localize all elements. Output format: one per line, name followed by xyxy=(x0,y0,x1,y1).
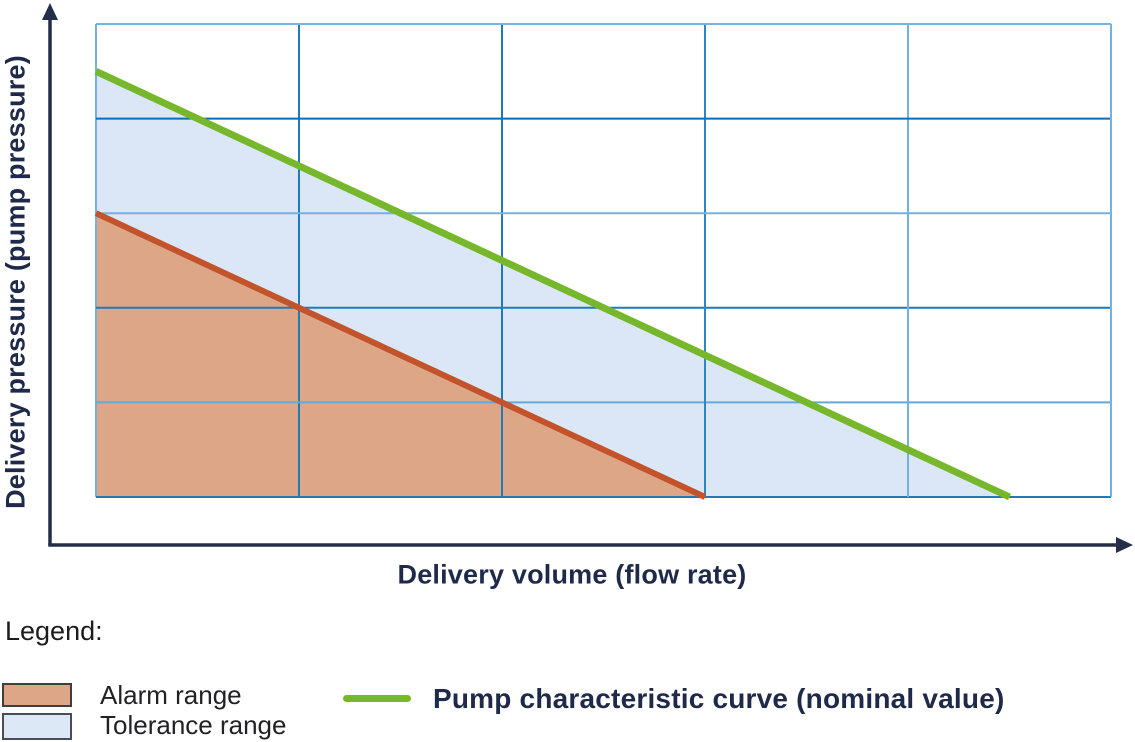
curve-alarm-range xyxy=(94,210,707,500)
x-axis-label: Delivery volume (flow rate) xyxy=(397,559,747,590)
legend-label-nominal-curve: Pump characteristic curve (nominal value… xyxy=(433,683,1005,714)
legend-label-tolerance-range: Tolerance range xyxy=(100,710,287,740)
alarm-range-swatch xyxy=(2,683,72,707)
legend-title: Legend: xyxy=(5,616,103,646)
legend-label-alarm-range: Alarm range xyxy=(100,680,242,710)
x-axis-arrow xyxy=(1116,537,1133,553)
y-axis-arrow xyxy=(42,3,58,20)
curve-pump-characteristic-curve-nominal-value- xyxy=(94,68,1011,501)
nominal-curve-swatch-line xyxy=(343,695,411,702)
y-axis-label: Delivery pressure (pump pressure) xyxy=(0,55,31,509)
tolerance-range-swatch xyxy=(2,713,72,740)
